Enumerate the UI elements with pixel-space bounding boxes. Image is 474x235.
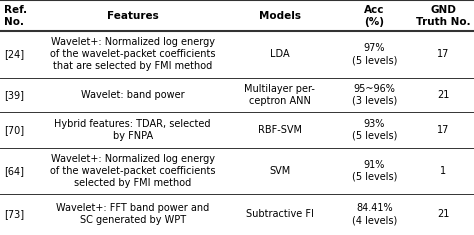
Text: Multilayer per-
ceptron ANN: Multilayer per- ceptron ANN: [244, 84, 315, 106]
Text: Subtractive FI: Subtractive FI: [246, 209, 314, 219]
Text: RBF-SVM: RBF-SVM: [258, 125, 301, 135]
Text: Acc
(%): Acc (%): [364, 5, 385, 27]
Text: Wavelet: band power: Wavelet: band power: [81, 90, 184, 100]
Text: 97%
(5 levels): 97% (5 levels): [352, 43, 397, 65]
Text: GND
Truth No.: GND Truth No.: [416, 5, 471, 27]
Text: 91%
(5 levels): 91% (5 levels): [352, 160, 397, 182]
Text: Wavelet+: Normalized log energy
of the wavelet-packet coefficients
that are sele: Wavelet+: Normalized log energy of the w…: [50, 37, 216, 71]
Text: Wavelet+: FFT band power and
SC generated by WPT: Wavelet+: FFT band power and SC generate…: [56, 204, 210, 226]
Text: [24]: [24]: [4, 49, 24, 59]
Text: LDA: LDA: [270, 49, 290, 59]
Text: Hybrid features: TDAR, selected
by FNPA: Hybrid features: TDAR, selected by FNPA: [55, 119, 211, 141]
Text: Wavelet+: Normalized log energy
of the wavelet-packet coefficients
selected by F: Wavelet+: Normalized log energy of the w…: [50, 154, 216, 188]
Text: [70]: [70]: [4, 125, 24, 135]
Text: Models: Models: [259, 11, 301, 21]
Text: Features: Features: [107, 11, 159, 21]
Text: [39]: [39]: [4, 90, 24, 100]
Text: Ref.
No.: Ref. No.: [4, 5, 27, 27]
Text: 21: 21: [437, 90, 449, 100]
Text: 21: 21: [437, 209, 449, 219]
Text: 95~96%
(3 levels): 95~96% (3 levels): [352, 84, 397, 106]
Text: 1: 1: [440, 166, 446, 176]
Text: 17: 17: [437, 125, 449, 135]
Text: SVM: SVM: [269, 166, 290, 176]
Text: [64]: [64]: [4, 166, 24, 176]
Text: 17: 17: [437, 49, 449, 59]
Text: 93%
(5 levels): 93% (5 levels): [352, 119, 397, 141]
Text: 84.41%
(4 levels): 84.41% (4 levels): [352, 204, 397, 226]
Text: [73]: [73]: [4, 209, 24, 219]
